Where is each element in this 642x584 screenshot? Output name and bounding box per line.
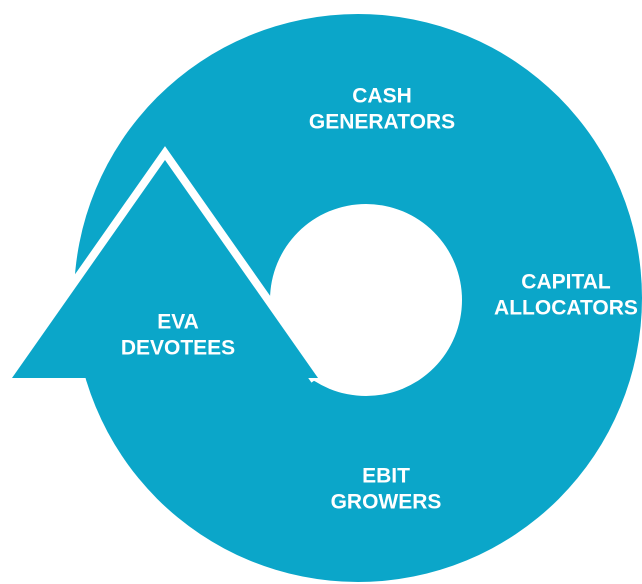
node-label: DEVOTEES [121,337,235,360]
node-label: EBIT [362,465,410,488]
node-label: GENERATORS [309,111,455,134]
node-label: CASH [352,85,412,108]
arrow-head [12,160,318,378]
labels: CASH GENERATORS CAPITAL ALLOCATORS EBIT GROWE… [121,85,638,514]
node-label: ALLOCATORS [494,297,638,320]
node-label: GROWERS [331,491,442,514]
node-label: CAPITAL [521,271,611,294]
ring-hole [270,204,462,396]
node-label: EVA [157,311,199,334]
